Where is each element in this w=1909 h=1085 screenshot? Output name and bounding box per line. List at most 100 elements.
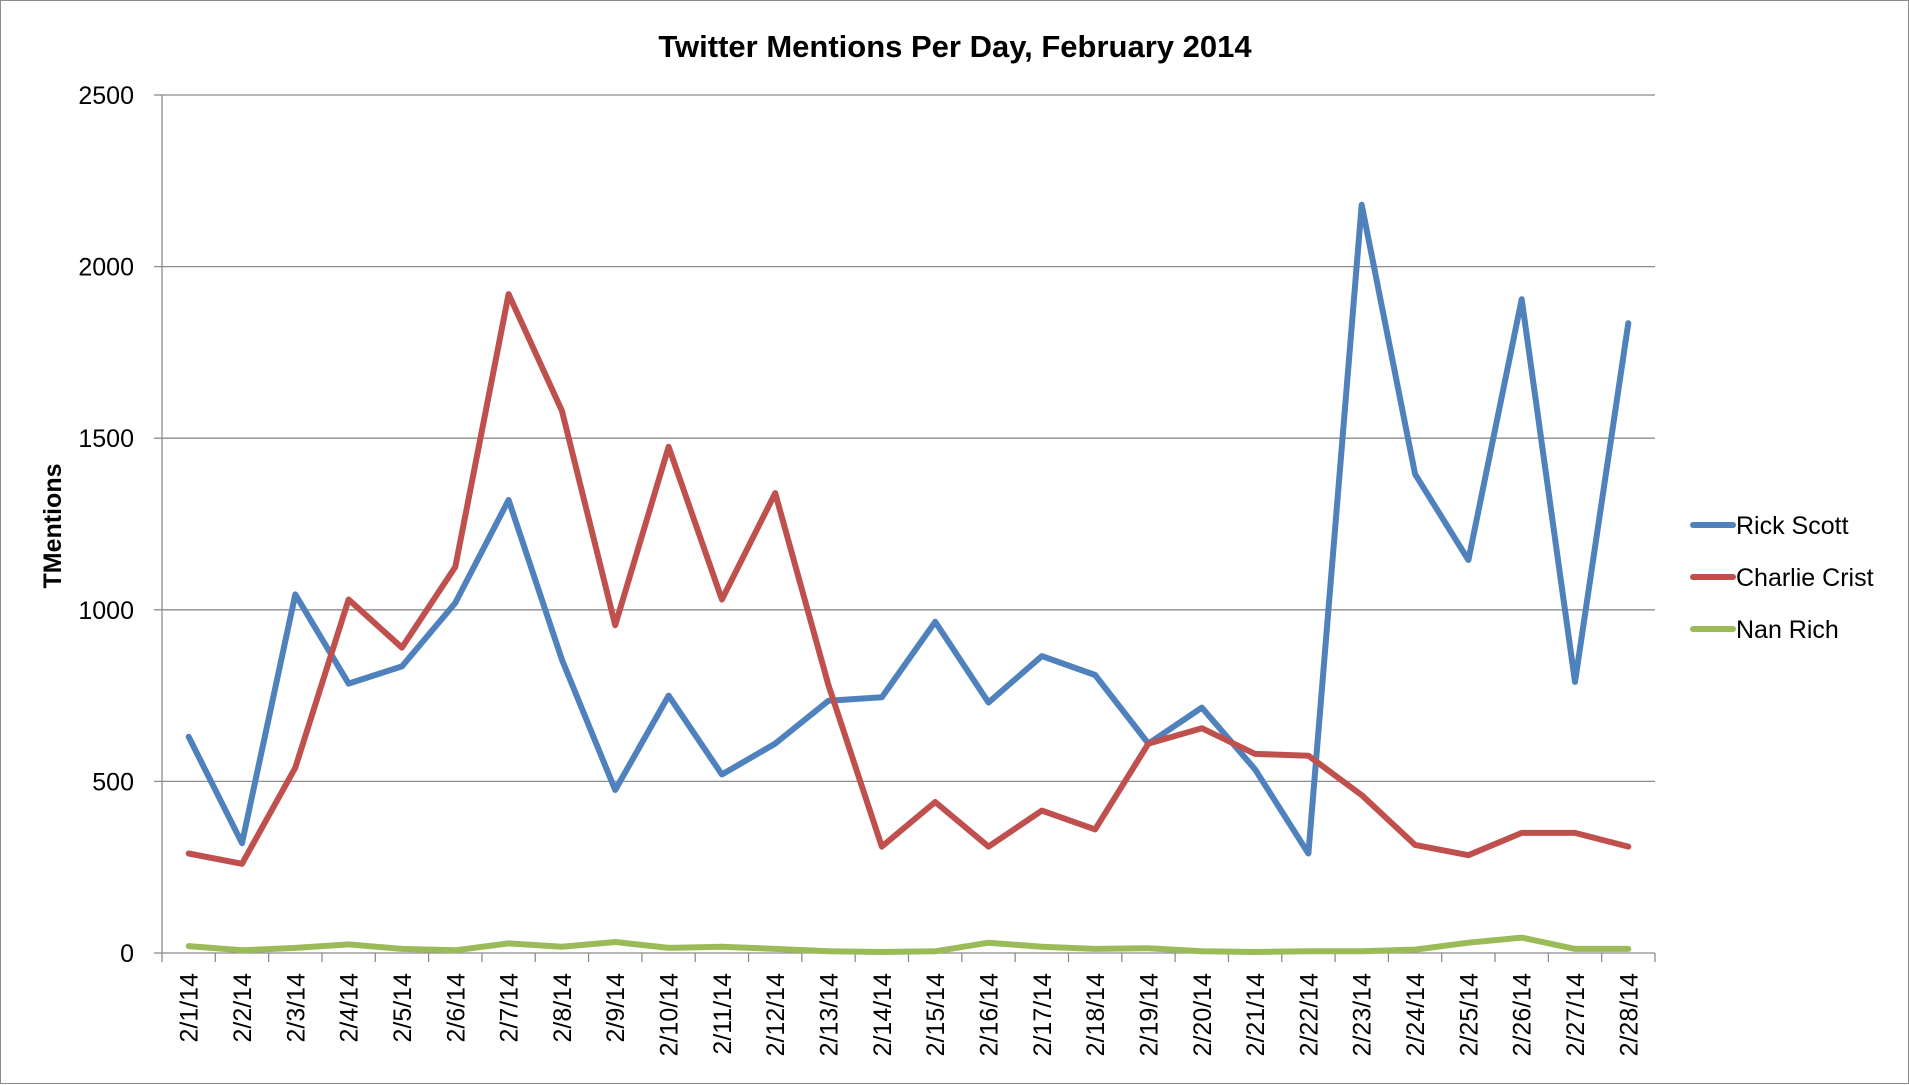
- data-point: [346, 681, 352, 687]
- data-point: [1359, 792, 1365, 798]
- x-tick-label: 2/8/14: [549, 973, 577, 1043]
- data-point: [559, 657, 565, 663]
- data-point: [506, 291, 512, 297]
- data-point: [1572, 679, 1578, 685]
- data-point: [1359, 948, 1365, 954]
- x-tick-label: 2/19/14: [1135, 973, 1163, 1057]
- data-point: [719, 597, 725, 603]
- data-point: [1519, 830, 1525, 836]
- data-point: [1625, 320, 1631, 326]
- x-tick-label: 2/5/14: [389, 973, 417, 1043]
- data-point: [985, 940, 991, 946]
- data-point: [452, 564, 458, 570]
- data-point: [292, 945, 298, 951]
- series-line: [185, 291, 1632, 867]
- legend-item: Nan Rich: [1690, 616, 1839, 644]
- data-point: [612, 939, 618, 945]
- data-point: [932, 619, 938, 625]
- x-tick-label: 2/9/14: [602, 973, 630, 1043]
- data-point: [612, 622, 618, 628]
- y-tick-label: 2000: [78, 254, 134, 282]
- data-point: [1519, 296, 1525, 302]
- data-point: [452, 600, 458, 606]
- data-point: [1625, 844, 1631, 850]
- x-tick-label: 2/18/14: [1082, 973, 1110, 1057]
- legend: Rick Scott Charlie Crist Nan Rich: [1690, 512, 1874, 644]
- x-tick-label: 2/25/14: [1455, 973, 1483, 1057]
- data-point: [826, 682, 832, 688]
- x-tick-label: 2/20/14: [1189, 973, 1217, 1057]
- data-point: [666, 444, 672, 450]
- data-point: [1199, 705, 1205, 711]
- legend-item: Rick Scott: [1690, 512, 1849, 540]
- x-tick-label: 2/2/14: [229, 973, 257, 1043]
- data-point: [1252, 766, 1258, 772]
- x-tick-label: 2/10/14: [656, 973, 684, 1057]
- x-tick-label: 2/16/14: [975, 973, 1003, 1057]
- data-point: [1412, 947, 1418, 953]
- series-rick-scott: [185, 201, 1632, 857]
- data-point: [346, 941, 352, 947]
- data-point: [879, 694, 885, 700]
- data-point: [292, 591, 298, 597]
- x-tick-label: 2/7/14: [496, 973, 524, 1043]
- data-point: [1145, 741, 1151, 747]
- series-charlie-crist: [185, 291, 1632, 867]
- data-point: [292, 765, 298, 771]
- x-tick-label: 2/14/14: [869, 973, 897, 1057]
- data-point: [879, 949, 885, 955]
- data-point: [1092, 946, 1098, 952]
- data-point: [559, 408, 565, 414]
- data-point: [186, 734, 192, 740]
- x-tick-label: 2/15/14: [922, 973, 950, 1057]
- data-point: [1039, 653, 1045, 659]
- y-tick-label: 1500: [78, 425, 134, 453]
- chart-title: Twitter Mentions Per Day, February 2014: [658, 29, 1252, 64]
- x-tick-label: 2/28/14: [1615, 973, 1643, 1057]
- data-point: [1039, 808, 1045, 814]
- data-point: [1465, 557, 1471, 563]
- data-point: [772, 946, 778, 952]
- x-tick-label: 2/21/14: [1242, 973, 1270, 1057]
- data-point: [879, 844, 885, 850]
- x-tick-label: 2/4/14: [336, 973, 364, 1043]
- data-point: [399, 645, 405, 651]
- x-tick-label: 2/23/14: [1349, 973, 1377, 1057]
- data-point: [506, 940, 512, 946]
- data-point: [1465, 940, 1471, 946]
- gridlines: [162, 94, 1655, 783]
- data-point: [1252, 949, 1258, 955]
- data-point: [1092, 672, 1098, 678]
- x-tick-label: 2/13/14: [816, 973, 844, 1057]
- y-tick-label: 500: [92, 768, 134, 796]
- data-point: [666, 945, 672, 951]
- legend-label: Charlie Crist: [1736, 564, 1874, 592]
- y-axis-title: TMentions: [39, 464, 67, 589]
- data-point: [346, 597, 352, 603]
- data-point: [1412, 471, 1418, 477]
- data-point: [186, 850, 192, 856]
- data-point: [1305, 948, 1311, 954]
- data-point: [399, 663, 405, 669]
- data-point: [1572, 946, 1578, 952]
- data-point: [239, 947, 245, 953]
- data-point: [932, 799, 938, 805]
- data-point: [399, 946, 405, 952]
- data-point: [239, 861, 245, 867]
- series-lines: [185, 201, 1632, 955]
- data-point: [1465, 852, 1471, 858]
- data-point: [719, 772, 725, 778]
- legend-item: Charlie Crist: [1690, 564, 1874, 592]
- data-point: [452, 947, 458, 953]
- y-tick-label: 1000: [78, 597, 134, 625]
- data-point: [1252, 751, 1258, 757]
- x-tick-label: 2/26/14: [1509, 973, 1537, 1057]
- data-point: [1039, 944, 1045, 950]
- data-point: [1625, 946, 1631, 952]
- x-tick-label: 2/1/14: [176, 973, 204, 1043]
- data-point: [1199, 725, 1205, 731]
- data-point: [1412, 842, 1418, 848]
- x-tick-label: 2/11/14: [709, 973, 737, 1055]
